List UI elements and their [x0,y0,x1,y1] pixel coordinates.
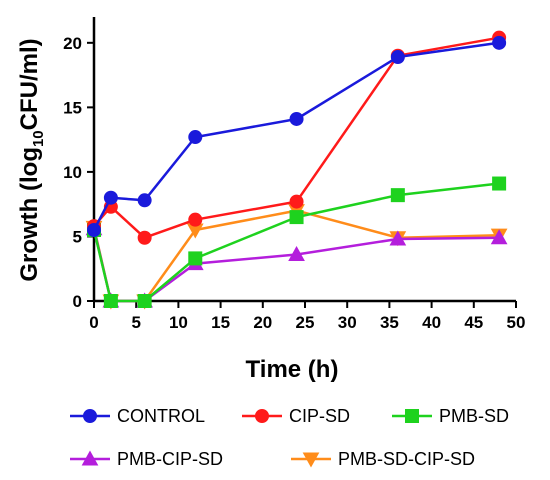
x-tick-label: 15 [211,313,230,332]
legend-marker [81,450,99,466]
data-point [137,294,152,308]
y-tick-label: 15 [63,98,82,117]
legend-label: CONTROL [117,406,205,426]
data-point [289,210,304,225]
x-tick-label: 5 [131,313,140,332]
data-point [490,229,508,245]
series-control [87,35,507,237]
data-point [87,223,101,237]
data-point [390,50,405,65]
y-axis-title: Growth (log10CFU/ml) [16,38,47,281]
x-tick-label: 40 [422,313,441,332]
data-point [492,35,507,50]
data-point [103,294,118,308]
legend-entry: PMB-CIP-SD [70,449,223,469]
x-tick-label: 30 [338,313,357,332]
data-point [390,188,405,203]
data-point [289,194,304,209]
data-point [492,176,507,191]
legend-label: PMB-CIP-SD [117,449,223,469]
legend-label: PMB-SD [439,406,509,426]
x-tick-label: 35 [380,313,399,332]
x-tick-label: 25 [296,313,315,332]
x-tick-label: 45 [464,313,483,332]
data-point [188,130,203,145]
y-tick-label: 20 [63,34,82,53]
legend-entry: PMB-SD [392,406,509,426]
legend-label: CIP-SD [289,406,350,426]
data-point [188,251,203,266]
x-tick-label: 50 [507,313,526,332]
y-tick-label: 0 [73,292,82,311]
series-layer [85,30,508,310]
data-point [137,193,152,208]
legend-entry: CIP-SD [242,406,350,426]
legend: CONTROL CIP-SD PMB-SD PMB-CIP-SD PMB-SD-CIP-… [70,406,509,469]
legend-entry: CONTROL [70,406,205,426]
x-axis-title: Time (h) [246,356,339,383]
x-tick-label: 20 [253,313,272,332]
data-point [103,190,118,205]
y-tick-label: 5 [73,227,82,246]
series-line-3 [92,228,500,303]
x-tick-label: 0 [89,313,98,332]
legend-label: PMB-SD-CIP-SD [338,449,475,469]
x-tick-label: 10 [169,313,188,332]
data-point [188,212,203,227]
y-tick-label: 10 [63,163,82,182]
legend-marker [302,452,320,468]
data-point [389,230,407,246]
data-point [137,230,152,245]
legend-marker [405,409,419,423]
axes: 0 5 10 15 20 25 30 35 40 45 50 0 5 10 15 20 [63,17,525,332]
legend-entry: PMB-SD-CIP-SD [291,449,475,469]
legend-marker [83,409,97,423]
data-point [289,111,304,126]
legend-marker [255,409,269,423]
data-point [288,245,305,262]
